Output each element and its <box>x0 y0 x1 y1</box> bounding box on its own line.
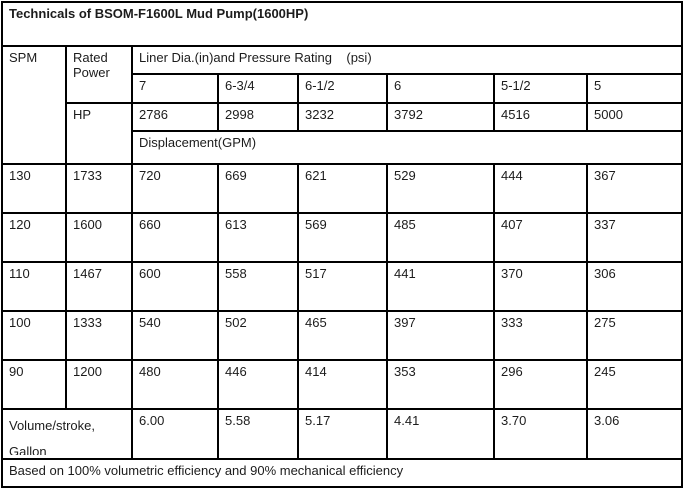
volume-stroke-label-line1: Volume/stroke, <box>9 418 95 433</box>
displacement-value: 337 <box>585 212 684 263</box>
displacement-value: 613 <box>217 212 299 263</box>
spm-value: 100 <box>1 310 67 361</box>
displacement-value: 446 <box>217 359 299 410</box>
displacement-value: 306 <box>585 261 684 312</box>
liner-size-cell: 6 <box>386 73 495 104</box>
displacement-value: 414 <box>297 359 388 410</box>
pressure-rating-cell: 5000 <box>585 102 684 132</box>
title-row: Technicals of BSOM-F1600L Mud Pump(1600H… <box>0 1 684 47</box>
hp-value: 1600 <box>65 212 133 263</box>
table-row: 120 1600 660 613 569 485 407 337 <box>1 212 684 263</box>
displacement-value: 621 <box>297 163 388 214</box>
pressure-rating-cell: 3792 <box>386 102 495 132</box>
pressure-rating-cell: 4516 <box>493 102 588 132</box>
hp-value: 1200 <box>65 359 133 410</box>
pressure-rating-cell: 2786 <box>131 102 219 132</box>
displacement-value: 669 <box>217 163 299 214</box>
spm-value: 130 <box>1 163 67 214</box>
displacement-value: 370 <box>493 261 588 312</box>
pressure-rating-cell: 3232 <box>297 102 388 132</box>
displacement-value: 296 <box>493 359 588 410</box>
displacement-value: 720 <box>131 163 219 214</box>
displacement-value: 444 <box>493 163 588 214</box>
hp-value: 1733 <box>65 163 133 214</box>
page-title: Technicals of BSOM-F1600L Mud Pump(1600H… <box>0 1 684 47</box>
volume-value: 6.00 <box>131 408 219 460</box>
volume-value: 5.17 <box>297 408 388 460</box>
hp-value: 1333 <box>65 310 133 361</box>
displacement-value: 367 <box>585 163 684 214</box>
liner-size-cell: 7 <box>131 73 219 104</box>
displacement-value: 558 <box>217 261 299 312</box>
liner-size-cell: 6-1/2 <box>297 73 388 104</box>
displacement-value: 485 <box>386 212 495 263</box>
displacement-value: 407 <box>493 212 588 263</box>
volume-value: 4.41 <box>386 408 495 460</box>
liner-size-cell: 6-3/4 <box>217 73 299 104</box>
displacement-value: 353 <box>386 359 495 410</box>
displacement-value: 275 <box>585 310 684 361</box>
footer-row: Based on 100% volumetric efficiency and … <box>0 458 684 488</box>
displacement-value: 333 <box>493 310 588 361</box>
spm-header: SPM <box>1 45 67 165</box>
displacement-value: 529 <box>386 163 495 214</box>
displacement-value: 465 <box>297 310 388 361</box>
spm-value: 110 <box>1 261 67 312</box>
pressure-rating-cell: 2998 <box>217 102 299 132</box>
table-row: 110 1467 600 558 517 441 370 306 <box>1 261 684 312</box>
liner-size-cell: 5 <box>585 73 684 104</box>
liner-size-cell: 5-1/2 <box>493 73 588 104</box>
volume-stroke-row: Volume/stroke, Gallon 6.00 5.58 5.17 4.4… <box>1 408 684 460</box>
spm-value: 120 <box>1 212 67 263</box>
table-row: 130 1733 720 669 621 529 444 367 <box>1 163 684 214</box>
displacement-value: 397 <box>386 310 495 361</box>
liner-pressure-header: Liner Dia.(in)and Pressure Rating (psi) <box>130 45 684 75</box>
liner-sizes-row: 7 6-3/4 6-1/2 6 5-1/2 5 <box>2 73 684 104</box>
displacement-value: 517 <box>297 261 388 312</box>
table-row: 90 1200 480 446 414 353 296 245 <box>1 359 684 410</box>
volume-value: 3.06 <box>585 408 684 460</box>
footer-note: Based on 100% volumetric efficiency and … <box>0 458 684 488</box>
displacement-value: 540 <box>131 310 219 361</box>
rated-power-header: Rated Power <box>65 45 133 104</box>
displacement-value: 245 <box>585 359 684 410</box>
volume-stroke-label-line2: Gallon <box>9 444 47 455</box>
volume-value: 3.70 <box>493 408 588 460</box>
volume-value: 5.58 <box>217 408 299 460</box>
table-row: 100 1333 540 502 465 397 333 275 <box>1 310 684 361</box>
liner-header-row: SPM Rated Power Liner Dia.(in)and Pressu… <box>1 45 684 165</box>
hp-value: 1467 <box>65 261 133 312</box>
displacement-value: 441 <box>386 261 495 312</box>
displacement-value: 569 <box>297 212 388 263</box>
displacement-value: 600 <box>131 261 219 312</box>
pressure-ratings-row: HP 2786 2998 3232 3792 4516 5000 <box>2 102 684 165</box>
spm-value: 90 <box>1 359 67 410</box>
displacement-value: 502 <box>217 310 299 361</box>
displacement-value: 660 <box>131 212 219 263</box>
displacement-value: 480 <box>131 359 219 410</box>
displacement-header: Displacement(GPM) <box>130 130 684 165</box>
displacement-header-row: Displacement(GPM) <box>2 130 684 165</box>
volume-stroke-label: Volume/stroke, Gallon <box>1 408 133 460</box>
hp-header: HP <box>65 102 133 165</box>
